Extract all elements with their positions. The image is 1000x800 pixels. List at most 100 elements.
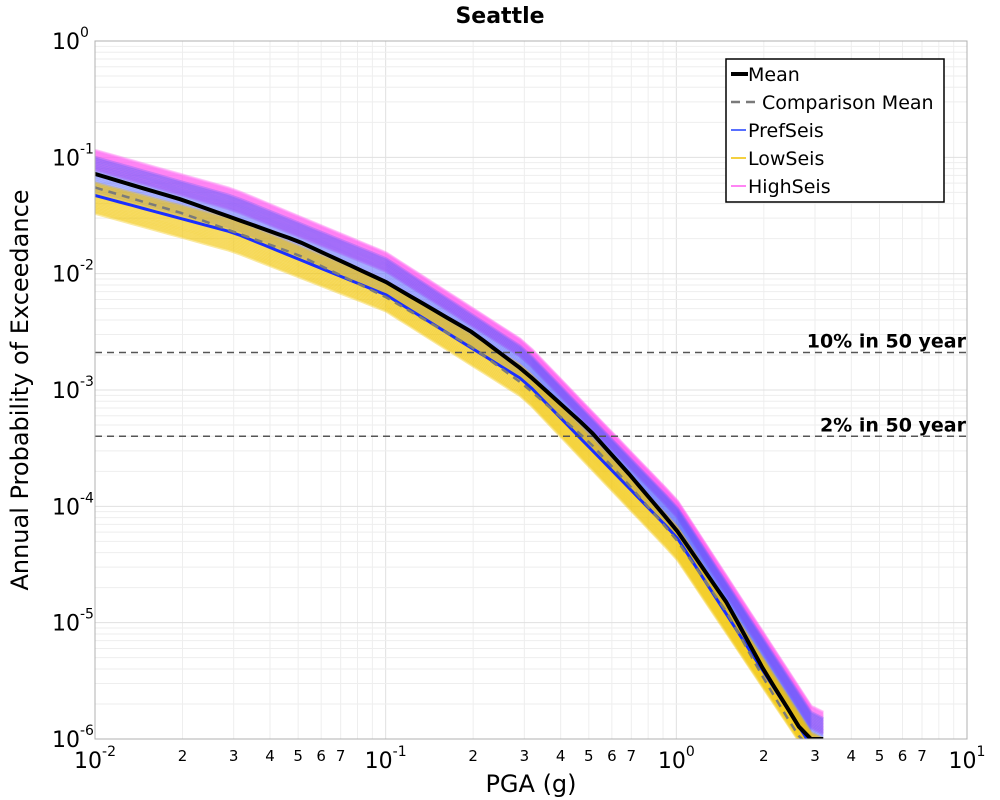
legend-label: PrefSeis — [748, 120, 824, 142]
y-tick-label: 10-5 — [52, 607, 94, 637]
band-curve-prefseis — [95, 187, 812, 739]
x-minor-tick-label: 6 — [898, 747, 908, 765]
band-curve-prefseis — [95, 185, 814, 739]
legend-label: Mean — [748, 64, 800, 86]
band-curve-highseis — [95, 165, 824, 733]
x-minor-tick-label: 7 — [627, 747, 637, 765]
band-curve-lowseis — [95, 209, 802, 739]
band-curve-highseis — [95, 150, 824, 716]
x-tick-label: 10-2 — [74, 744, 116, 774]
y-tick-label: 10-4 — [52, 490, 94, 520]
band-curve-lowseis — [95, 187, 817, 739]
legend-label: HighSeis — [748, 176, 831, 198]
x-tick-label: 100 — [658, 744, 695, 774]
y-tick-label: 10-3 — [52, 374, 94, 404]
x-minor-tick-label: 7 — [917, 747, 927, 765]
legend-box — [725, 58, 945, 203]
band-curve-lowseis — [95, 183, 824, 739]
reference-lines: 10% in 50 year 2% in 50 year — [95, 331, 967, 438]
x-minor-tick-label: 5 — [875, 747, 885, 765]
band-curve-lowseis — [95, 206, 803, 739]
x-axis-label: PGA (g) — [485, 770, 576, 798]
band-curve-lowseis — [95, 198, 808, 739]
band-curve-prefseis — [95, 179, 824, 739]
band-curve-prefseis — [95, 157, 824, 722]
band-curve-lowseis — [95, 186, 820, 739]
band-curve-prefseis — [95, 167, 824, 731]
band-curve-highseis — [95, 160, 824, 728]
band-curve-prefseis — [95, 162, 824, 726]
band-curve-highseis — [95, 167, 824, 735]
band-curve-lowseis — [95, 190, 812, 739]
x-minor-tick-label: 2 — [759, 747, 769, 765]
band-curve-lowseis — [95, 197, 808, 739]
band-curve-lowseis — [95, 204, 804, 739]
band-curve-highseis — [95, 161, 824, 729]
band-curve-lowseis — [95, 196, 809, 739]
band-curve-highseis — [95, 151, 824, 717]
y-axis-ticks: 100 10-1 10-2 10-3 10-4 10-5 10-6 — [52, 25, 94, 753]
x-minor-tick-label: 2 — [468, 747, 478, 765]
band-curve-highseis — [95, 157, 824, 723]
band-curve-highseis — [95, 152, 824, 718]
legend: Mean Comparison Mean PrefSeis LowSeis HighSe… — [725, 58, 945, 203]
band-curve-highseis — [95, 158, 824, 725]
band-curve-prefseis — [95, 170, 824, 734]
y-tick-label: 10-6 — [52, 723, 94, 753]
band-curve-highseis — [95, 164, 824, 732]
band-curve-lowseis — [95, 181, 824, 739]
band-curve-prefseis — [95, 189, 811, 739]
band-curve-prefseis — [95, 175, 824, 739]
series-lines — [95, 171, 824, 739]
band-curve-prefseis — [95, 160, 824, 725]
y-tick-label: 100 — [52, 25, 89, 55]
x-minor-tick-label: 4 — [847, 747, 857, 765]
x-minor-tick-label: 2 — [178, 747, 188, 765]
band-curve-highseis — [95, 155, 824, 721]
band-curve-lowseis — [95, 203, 805, 739]
band-curve-lowseis — [95, 200, 807, 739]
legend-label: LowSeis — [748, 148, 824, 170]
x-minor-tick-label: 3 — [520, 747, 530, 765]
band-curve-highseis — [95, 168, 824, 736]
plot-frame — [94, 40, 968, 740]
x-tick-label: 101 — [949, 744, 986, 774]
x-minor-tick-label: 4 — [265, 747, 275, 765]
band-curve-prefseis — [95, 182, 820, 739]
reference-line-label: 10% in 50 year — [807, 331, 967, 353]
x-tick-label: 10-1 — [365, 744, 407, 774]
chart-title: Seattle — [455, 4, 544, 29]
band-curve-highseis — [95, 159, 824, 726]
x-minor-tick-label: 6 — [607, 747, 617, 765]
x-minor-tick-label: 3 — [810, 747, 820, 765]
series-mean — [95, 171, 824, 739]
x-minor-tick-label: 5 — [584, 747, 594, 765]
band-curve-prefseis — [95, 177, 824, 739]
x-minor-tick-label: 7 — [336, 747, 346, 765]
band-curve-prefseis — [95, 184, 817, 739]
band-curve-highseis — [95, 148, 824, 714]
x-minor-tick-label: 4 — [556, 747, 566, 765]
band-curve-prefseis — [95, 174, 824, 737]
band-curve-highseis — [95, 160, 824, 727]
band-curve-lowseis — [95, 191, 812, 739]
series-bands — [95, 148, 824, 739]
band-curve-highseis — [95, 153, 824, 719]
reference-line-label: 2% in 50 year — [820, 414, 967, 436]
band-curve-highseis — [95, 149, 824, 715]
band-curve-prefseis — [95, 169, 824, 732]
band-curve-prefseis — [95, 165, 824, 729]
y-tick-label: 10-1 — [52, 141, 94, 171]
band-curve-lowseis — [95, 210, 801, 739]
series-comparison-mean — [95, 186, 804, 739]
x-minor-tick-label: 5 — [293, 747, 303, 765]
band-curve-prefseis — [95, 159, 824, 723]
band-curve-lowseis — [95, 201, 806, 739]
band-curve-highseis — [95, 166, 824, 734]
y-tick-label: 10-2 — [52, 258, 94, 288]
x-minor-tick-label: 3 — [229, 747, 239, 765]
band-curve-lowseis — [95, 188, 815, 739]
band-curve-prefseis — [95, 155, 824, 720]
